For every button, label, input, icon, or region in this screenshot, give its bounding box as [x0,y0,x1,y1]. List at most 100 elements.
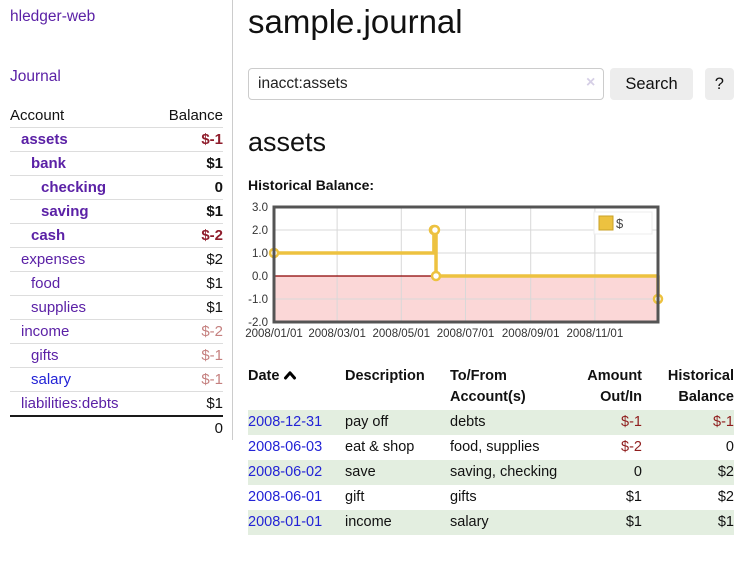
account-cell: saving [10,199,153,224]
accounts-header-row: Account Balance [10,104,223,128]
account-link[interactable]: checking [41,179,107,196]
page-title: sample.journal [248,3,463,40]
transaction-amount: 0 [633,464,642,480]
svg-text:-1.0: -1.0 [248,294,268,306]
transaction-accounts: salary [450,514,489,530]
search-button[interactable]: Search [610,68,693,100]
transaction-date-link[interactable]: 2008-01-01 [248,514,323,530]
accounts-total-spacer [10,415,153,440]
transaction-date: 2008-06-01 [248,485,345,510]
account-link[interactable]: saving [41,203,89,220]
account-row: food $1 [10,271,223,296]
account-balance: $-1 [152,343,223,368]
account-balance: 0 [152,175,223,200]
transaction-accounts: food, supplies [450,439,540,455]
account-balance: $1 [152,151,223,176]
transaction-description: income [345,514,392,530]
register-header-description: Description [345,368,425,384]
accounts-header-account: Account [10,107,65,124]
register-header-date-label: Date [248,368,280,384]
account-row: checking 0 [10,175,223,200]
clear-search-icon[interactable]: × [586,74,596,91]
account-link[interactable]: bank [31,155,67,172]
account-link[interactable]: food [31,275,61,292]
svg-text:$: $ [616,216,624,231]
account-row: salary $-1 [10,367,223,392]
account-cell: liabilities:debts [10,391,153,416]
register-header-amount: Amount Out/In [587,368,642,405]
transaction-date-link[interactable]: 2008-12-31 [248,414,323,430]
transaction-balance: $1 [717,514,734,530]
transaction-accounts: gifts [450,489,477,505]
account-cell: bank [10,151,153,176]
transaction-row: 2008-06-01 gift gifts $1 $2 [248,485,734,510]
search-input-wrap: × [248,68,605,100]
account-link[interactable]: assets [21,131,68,148]
main-panel: sample.journal × Search ? assets Histori… [240,0,742,535]
transaction-date-link[interactable]: 2008-06-02 [248,464,323,480]
register-table: Date Description To/From Account(s) Amou… [248,364,734,535]
transaction-date: 2008-06-02 [248,460,345,485]
svg-text:2008/07/01: 2008/07/01 [437,328,495,340]
transaction-row: 2008-06-03 eat & shop food, supplies $-2… [248,435,734,460]
account-balance: $1 [152,391,223,416]
svg-text:0.0: 0.0 [252,271,268,283]
account-cell: food [10,271,153,296]
sidebar-item-journal[interactable]: Journal [10,68,61,85]
account-cell: expenses [10,247,153,272]
register-header-date[interactable]: Date [248,364,345,410]
transaction-row: 2008-12-31 pay off debts $-1 $-1 [248,410,734,435]
transaction-amount: $-2 [621,439,642,455]
svg-text:2008/09/01: 2008/09/01 [502,328,560,340]
transaction-date: 2008-01-01 [248,510,345,535]
register-header-tofrom: To/From Account(s) [450,368,526,405]
account-link[interactable]: supplies [31,299,87,316]
svg-text:2008/11/01: 2008/11/01 [567,328,624,340]
transaction-description: gift [345,489,365,505]
transaction-date-link[interactable]: 2008-06-03 [248,439,323,455]
account-row: cash $-2 [10,223,223,248]
account-row: saving $1 [10,199,223,224]
account-balance: $1 [152,295,223,320]
account-row: gifts $-1 [10,343,223,368]
account-link[interactable]: cash [31,227,66,244]
transaction-description: eat & shop [345,439,415,455]
account-balance: $-1 [152,367,223,392]
accounts-total-value: 0 [152,415,223,440]
account-link[interactable]: expenses [21,251,86,268]
account-balance: $2 [152,247,223,272]
svg-text:2008/05/01: 2008/05/01 [373,328,431,340]
app-brand-link[interactable]: hledger-web [10,8,96,25]
accounts-table: Account Balance assets $-1 bank $1 check… [10,104,223,440]
account-row: assets $-1 [10,127,223,152]
transaction-description: save [345,464,376,480]
chart-label: Historical Balance: [248,177,375,193]
account-balance: $1 [152,199,223,224]
account-cell: supplies [10,295,153,320]
account-cell: gifts [10,343,153,368]
account-balance: $-2 [152,223,223,248]
account-heading: assets [248,127,327,157]
transaction-balance: $2 [717,489,734,505]
help-button[interactable]: ? [704,68,734,100]
account-link[interactable]: gifts [31,347,59,364]
transaction-date: 2008-06-03 [248,435,345,460]
transaction-row: 2008-01-01 income salary $1 $1 [248,510,734,535]
account-link[interactable]: income [21,323,70,340]
account-row: supplies $1 [10,295,223,320]
account-link[interactable]: salary [31,371,72,388]
transaction-date: 2008-12-31 [248,410,345,435]
transaction-description: pay off [345,414,389,430]
transaction-date-link[interactable]: 2008-06-01 [248,489,323,505]
svg-text:2008/01/01: 2008/01/01 [245,328,303,340]
search-input[interactable] [248,68,605,100]
transaction-amount: $1 [625,514,642,530]
account-cell: assets [10,127,153,152]
account-link[interactable]: liabilities:debts [21,395,119,412]
svg-text:2008/03/01: 2008/03/01 [308,328,366,340]
transaction-balance: 0 [725,439,734,455]
account-cell: salary [10,367,153,392]
account-balance: $1 [152,271,223,296]
svg-text:-2.0: -2.0 [248,317,268,329]
